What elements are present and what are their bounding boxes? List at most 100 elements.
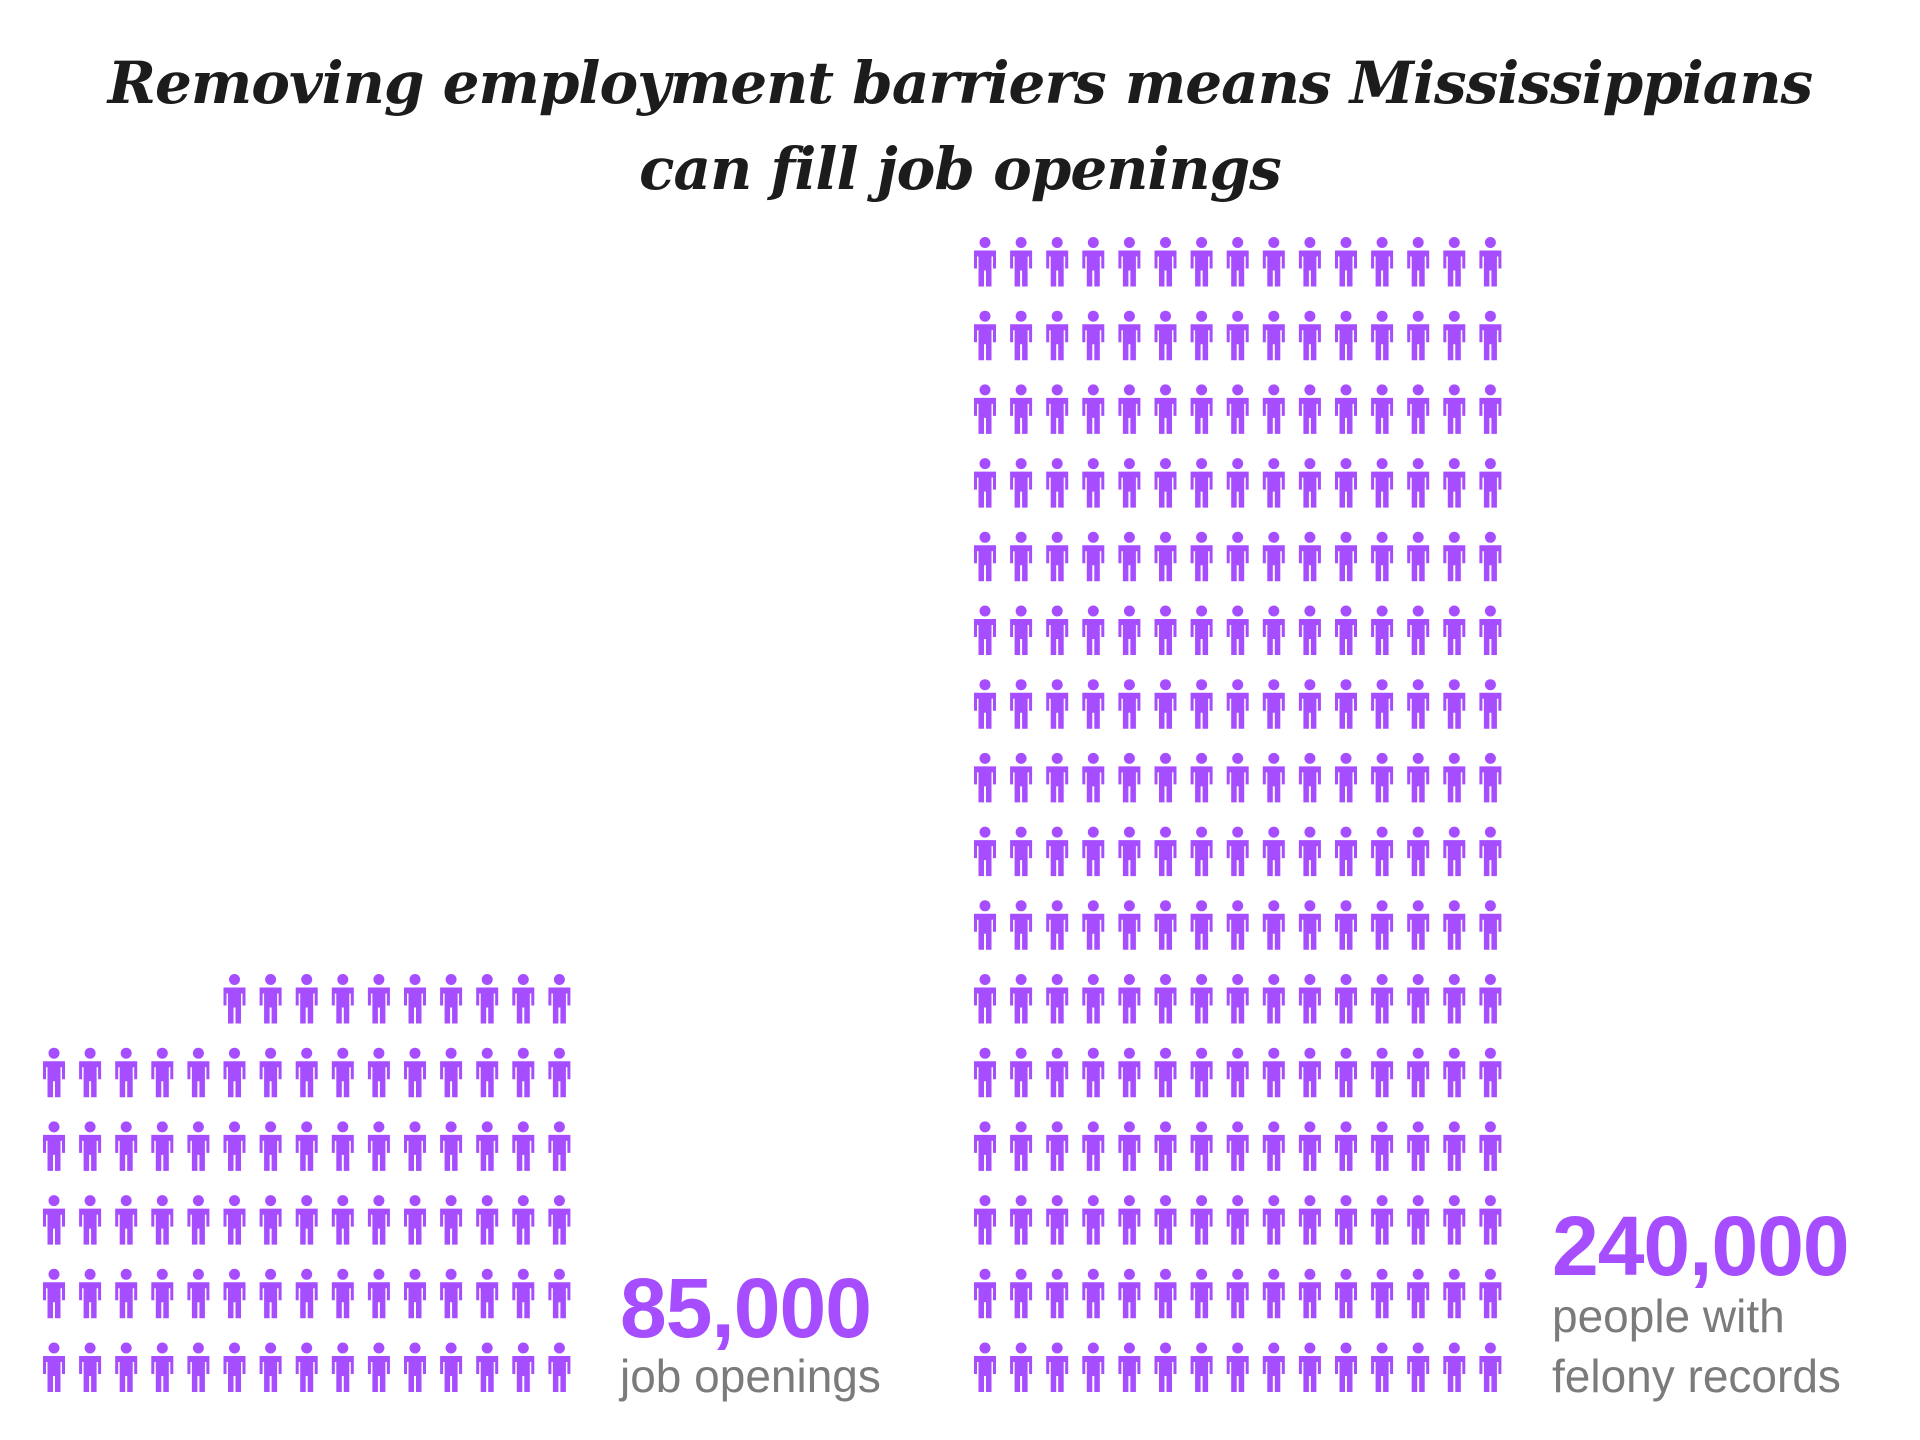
- felony-records-person-icon-95: [1118, 679, 1141, 729]
- felony-records-person-icon-178: [1407, 1047, 1430, 1098]
- felony-records-person-icon-29: [1443, 310, 1466, 361]
- felony-records-person-icon-44: [1443, 384, 1466, 434]
- felony-records-person-icon-7: [1190, 237, 1213, 287]
- job-openings-person-icon-84: [512, 1342, 535, 1392]
- felony-records-person-icon-34: [1082, 384, 1105, 434]
- felony-records-person-icon-154: [1082, 974, 1105, 1024]
- felony-records-person-icon-140: [1118, 900, 1141, 950]
- felony-records-person-icon-226: [974, 1342, 996, 1392]
- job-openings-person-icon-12: [79, 1047, 102, 1098]
- felony-records-person-icon-10: [1298, 237, 1321, 287]
- felony-records-person-icon-123: [1046, 826, 1069, 877]
- felony-records-person-icon-218: [1226, 1268, 1249, 1319]
- job-openings-person-icon-26: [43, 1121, 65, 1171]
- felony-records-person-icon-134: [1443, 826, 1466, 877]
- job-openings-person-icon-35: [367, 1121, 390, 1171]
- felony-records-person-icon-40: [1298, 384, 1321, 434]
- job-openings-person-icon-9: [512, 974, 535, 1024]
- felony-records-person-icon-99: [1262, 679, 1285, 729]
- job-openings-person-icon-85: [548, 1342, 571, 1392]
- felony-records-person-icon-138: [1046, 900, 1069, 950]
- felony-records-person-icon-143: [1226, 900, 1249, 950]
- felony-records-person-icon-141: [1154, 900, 1177, 950]
- felony-records-person-icon-69: [1262, 531, 1285, 582]
- felony-records-person-icon-160: [1298, 974, 1321, 1024]
- job-openings-person-icon-6: [404, 974, 426, 1024]
- felony-records-person-icon-181: [974, 1121, 996, 1171]
- job-openings-person-icon-8: [476, 974, 499, 1024]
- felony-records-person-icon-22: [1190, 310, 1213, 361]
- felony-records-person-icon-208: [1407, 1195, 1430, 1245]
- felony-records-person-icon-124: [1082, 826, 1105, 877]
- job-openings-person-icon-73: [115, 1342, 138, 1392]
- felony-records-person-icon-219: [1262, 1268, 1285, 1319]
- felony-records-person-icon-128: [1226, 826, 1249, 877]
- felony-records-person-icon-157: [1190, 974, 1213, 1024]
- felony-records-person-icon-43: [1407, 384, 1430, 434]
- felony-records-person-icon-196: [974, 1195, 996, 1245]
- felony-records-person-icon-237: [1371, 1342, 1394, 1392]
- felony-records-person-icon-195: [1479, 1121, 1502, 1171]
- felony-records-person-icon-127: [1190, 826, 1213, 877]
- felony-records-person-icon-12: [1371, 237, 1394, 287]
- felony-records-person-icon-125: [1118, 826, 1141, 877]
- felony-records-person-icon-93: [1046, 679, 1069, 729]
- felony-records-person-icon-230: [1118, 1342, 1141, 1392]
- job-openings-person-icon-23: [476, 1047, 499, 1098]
- job-openings-person-icon-67: [440, 1268, 463, 1319]
- job-openings-person-icon-61: [223, 1268, 246, 1319]
- felony-records-person-icon-166: [974, 1047, 996, 1098]
- felony-records-person-icon-221: [1335, 1268, 1357, 1319]
- felony-records-person-icon-113: [1226, 752, 1249, 803]
- job-openings-person-icon-22: [440, 1047, 463, 1098]
- felony-records-person-icon-235: [1298, 1342, 1321, 1392]
- job-openings-person-icon-43: [115, 1195, 138, 1245]
- felony-records-person-icon-223: [1407, 1268, 1430, 1319]
- job-openings-person-icon-33: [295, 1121, 318, 1171]
- felony-records-person-icon-213: [1046, 1268, 1069, 1319]
- felony-records-person-icon-23: [1226, 310, 1249, 361]
- felony-records-person-icon-177: [1371, 1047, 1394, 1098]
- felony-records-person-icon-55: [1298, 458, 1321, 508]
- felony-records-person-icon-33: [1046, 384, 1069, 434]
- felony-records-person-icon-24: [1262, 310, 1285, 361]
- felony-records-person-icon-117: [1371, 752, 1394, 803]
- job-openings-label: job openings: [620, 1346, 881, 1406]
- job-openings-label-line-1: job openings: [620, 1350, 881, 1402]
- felony-records-person-icon-92: [1010, 679, 1033, 729]
- job-openings-person-icon-83: [476, 1342, 499, 1392]
- felony-records-person-icon-64: [1082, 531, 1105, 582]
- job-openings-person-icon-7: [440, 974, 463, 1024]
- felony-records-person-icon-145: [1298, 900, 1321, 950]
- job-openings-person-icon-10: [548, 974, 571, 1024]
- felony-records-person-icon-212: [1010, 1268, 1033, 1319]
- felony-records-person-icon-11: [1335, 237, 1357, 287]
- job-openings-person-icon-21: [404, 1047, 426, 1098]
- felony-records-person-icon-121: [974, 826, 996, 877]
- felony-records-person-icon-184: [1082, 1121, 1105, 1171]
- felony-records-person-icon-68: [1226, 531, 1249, 582]
- felony-records-person-icon-38: [1226, 384, 1249, 434]
- felony-records-person-icon-1: [974, 237, 996, 287]
- job-openings-person-icon-66: [404, 1268, 426, 1319]
- felony-records-person-icon-39: [1262, 384, 1285, 434]
- felony-records-person-icon-190: [1298, 1121, 1321, 1171]
- felony-records-person-icon-105: [1479, 679, 1502, 729]
- felony-records-person-icon-75: [1479, 531, 1502, 582]
- felony-records-person-icon-102: [1371, 679, 1394, 729]
- felony-records-person-icon-205: [1298, 1195, 1321, 1245]
- felony-records-person-icon-119: [1443, 752, 1466, 803]
- felony-records-person-icon-211: [974, 1268, 996, 1319]
- felony-records-person-icon-97: [1190, 679, 1213, 729]
- job-openings-person-icon-74: [151, 1342, 174, 1392]
- job-openings-person-icon-54: [512, 1195, 535, 1245]
- felony-records-person-icon-74: [1443, 531, 1466, 582]
- felony-records-person-icon-176: [1335, 1047, 1357, 1098]
- felony-records-person-icon-186: [1154, 1121, 1177, 1171]
- job-openings-person-icon-63: [295, 1268, 318, 1319]
- felony-records-person-icon-106: [974, 752, 996, 803]
- job-openings-person-icon-36: [404, 1121, 426, 1171]
- felony-records-person-icon-148: [1407, 900, 1430, 950]
- job-openings-person-icon-69: [512, 1268, 535, 1319]
